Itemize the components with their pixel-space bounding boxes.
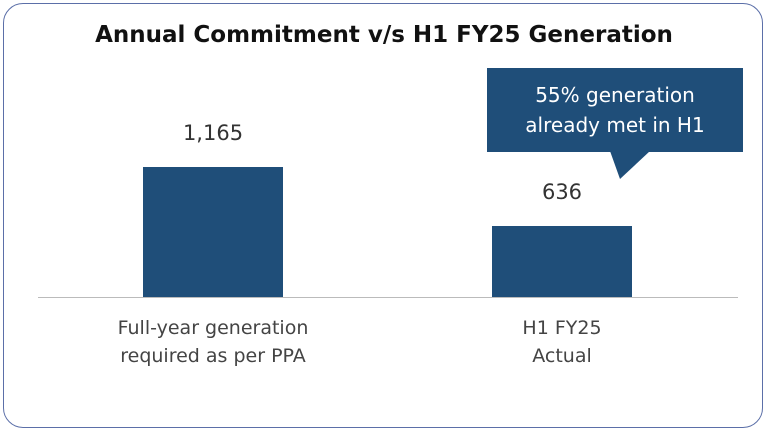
- card: [3, 3, 763, 428]
- value-label: 636: [541, 180, 583, 205]
- bar: [492, 226, 632, 297]
- value-label: 1,165: [182, 121, 244, 145]
- bar: [143, 167, 283, 297]
- callout-tail: [610, 151, 650, 179]
- baseline: [38, 297, 738, 298]
- x-tick-label: Full-year generation required as per PPA: [117, 317, 309, 367]
- annotation: 55% generation already met in H1: [487, 68, 743, 152]
- chart-title: Annual Commitment v/s H1 FY25 Generation: [95, 22, 673, 48]
- x-tick-label: H1 FY25 Actual: [522, 317, 602, 367]
